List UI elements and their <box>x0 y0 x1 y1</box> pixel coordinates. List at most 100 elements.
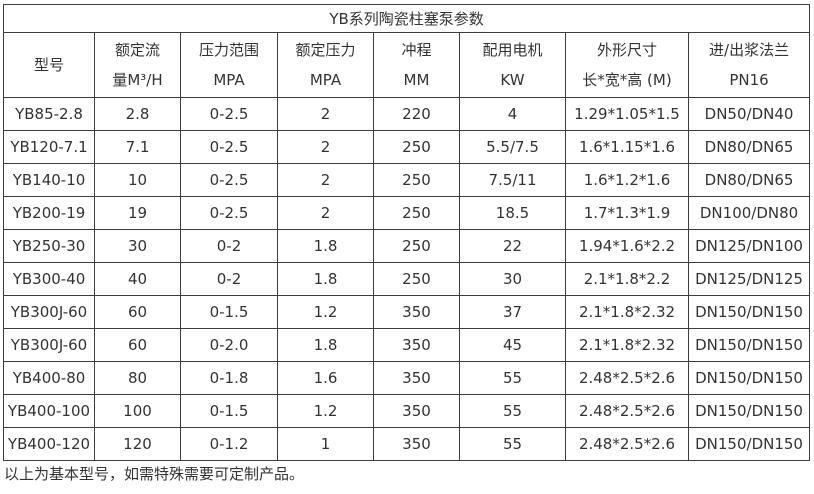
table-cell: DN150/DN150 <box>687 328 811 362</box>
table-cell: DN150/DN150 <box>687 427 811 461</box>
table-cell: 2.1*1.8*2.2 <box>565 262 689 296</box>
table-cell: 0-2 <box>180 262 278 296</box>
table-row: YB200-19 19 0-2.5 2 250 18.5 1.7*1.3*1.9 DN100/… <box>3 196 811 230</box>
column-header-2: 压力范围 MPA <box>180 32 278 98</box>
table-row: YB300J-60 60 0-1.5 1.2 350 37 2.1*1.8*2.32 DN15… <box>3 295 811 329</box>
table-cell: 0-2.5 <box>180 163 278 197</box>
table-cell: 100 <box>94 394 181 428</box>
table-row: YB250-30 30 0-2 1.8 250 22 1.94*1.6*2.2 DN125/D… <box>3 229 811 263</box>
table-cell: 0-1.2 <box>180 427 278 461</box>
table-cell: 1.6*1.15*1.6 <box>565 130 689 164</box>
table-cell: 1.8 <box>277 229 374 263</box>
table-cell: DN150/DN150 <box>687 295 811 329</box>
table-cell: YB140-10 <box>3 163 95 197</box>
table-cell: YB400-120 <box>3 427 95 461</box>
table-cell: 250 <box>373 163 460 197</box>
table-cell: 2 <box>277 196 374 230</box>
table-cell: DN80/DN65 <box>687 130 811 164</box>
table-cell: YB400-80 <box>3 361 95 395</box>
table-cell: 7.5/11 <box>459 163 566 197</box>
column-header-6: 外形尺寸 长*宽*高 (M) <box>565 32 689 98</box>
table-cell: 7.1 <box>94 130 181 164</box>
table-cell: YB200-19 <box>3 196 95 230</box>
table-row: YB140-10 10 0-2.5 2 250 7.5/11 1.6*1.2*1.6 DN80… <box>3 163 811 197</box>
table-cell: 350 <box>373 361 460 395</box>
table-title-row: YB系列陶瓷柱塞泵参数 <box>2 4 811 33</box>
table-cell: DN50/DN40 <box>687 97 811 131</box>
table-cell: 60 <box>94 295 181 329</box>
table-cell: 1.29*1.05*1.5 <box>565 97 689 131</box>
table-cell: 1 <box>277 427 374 461</box>
footer-note: 以上为基本型号，如需特殊需要可定制产品。 <box>4 465 305 483</box>
table-row: YB400-80 80 0-1.8 1.6 350 55 2.48*2.5*2.6 DN150… <box>3 361 811 395</box>
table-cell: 37 <box>459 295 566 329</box>
table-cell: 1.2 <box>277 295 374 329</box>
table-cell: DN150/DN150 <box>687 394 811 428</box>
table-cell: 55 <box>459 361 566 395</box>
table-cell: 1.8 <box>277 262 374 296</box>
table-cell: 1.6*1.2*1.6 <box>565 163 689 197</box>
pump-spec-table: YB系列陶瓷柱塞泵参数 型号 额定流 量M³/H 压力范围 MPA 额定压力 MPA 冲程 MM… <box>2 4 811 461</box>
table-title: YB系列陶瓷柱塞泵参数 <box>2 4 811 33</box>
table-cell: 0-1.5 <box>180 394 278 428</box>
table-cell: DN125/DN125 <box>687 262 811 296</box>
table-cell: YB400-100 <box>3 394 95 428</box>
column-header-3: 额定压力 MPA <box>277 32 374 98</box>
table-cell: YB300J-60 <box>3 328 95 362</box>
table-cell: 80 <box>94 361 181 395</box>
table-cell: 10 <box>94 163 181 197</box>
table-cell: 0-1.5 <box>180 295 278 329</box>
table-cell: 0-2.0 <box>180 328 278 362</box>
table-cell: 4 <box>459 97 566 131</box>
table-cell: 2.1*1.8*2.32 <box>565 328 689 362</box>
table-cell: DN125/DN100 <box>687 229 811 263</box>
table-cell: 2.8 <box>94 97 181 131</box>
column-header-5: 配用电机 KW <box>459 32 566 98</box>
table-cell: 2 <box>277 130 374 164</box>
table-cell: 0-2.5 <box>180 196 278 230</box>
table-row: YB85-2.8 2.8 0-2.5 2 220 4 1.29*1.05*1.5 DN50/D… <box>3 97 811 131</box>
table-cell: 30 <box>459 262 566 296</box>
table-cell: YB300J-60 <box>3 295 95 329</box>
table-cell: 250 <box>373 262 460 296</box>
table-cell: 0-1.8 <box>180 361 278 395</box>
table-cell: DN100/DN80 <box>687 196 811 230</box>
table-cell: 2.48*2.5*2.6 <box>565 394 689 428</box>
table-cell: 1.6 <box>277 361 374 395</box>
table-cell: 2 <box>277 97 374 131</box>
table-cell: 1.2 <box>277 394 374 428</box>
table-row: YB300-40 40 0-2 1.8 250 30 2.1*1.8*2.2 DN125/DN… <box>3 262 811 296</box>
table-cell: 0-2.5 <box>180 97 278 131</box>
table-cell: 45 <box>459 328 566 362</box>
table-cell: 350 <box>373 427 460 461</box>
table-row: YB400-100 100 0-1.5 1.2 350 55 2.48*2.5*2.6 DN1… <box>3 394 811 428</box>
table-cell: 250 <box>373 130 460 164</box>
table-cell: 55 <box>459 427 566 461</box>
table-cell: 1.94*1.6*2.2 <box>565 229 689 263</box>
table-cell: 18.5 <box>459 196 566 230</box>
table-row: YB300J-60 60 0-2.0 1.8 350 45 2.1*1.8*2.32 DN15… <box>3 328 811 362</box>
table-cell: 220 <box>373 97 460 131</box>
table-cell: 350 <box>373 295 460 329</box>
table-cell: 2 <box>277 163 374 197</box>
table-cell: 2.48*2.5*2.6 <box>565 361 689 395</box>
table-row: YB120-7.1 7.1 0-2.5 2 250 5.5/7.5 1.6*1.15*1.6… <box>3 130 811 164</box>
column-header-7: 进/出浆法兰 PN16 <box>687 32 811 98</box>
table-cell: YB250-30 <box>3 229 95 263</box>
table-cell: YB85-2.8 <box>3 97 95 131</box>
table-cell: 250 <box>373 196 460 230</box>
column-header-1: 额定流 量M³/H <box>94 32 181 98</box>
table-cell: 2.1*1.8*2.32 <box>565 295 689 329</box>
table-cell: 350 <box>373 394 460 428</box>
table-cell: 2.48*2.5*2.6 <box>565 427 689 461</box>
table-cell: 350 <box>373 328 460 362</box>
table-cell: 250 <box>373 229 460 263</box>
table-cell: 120 <box>94 427 181 461</box>
table-cell: 1.7*1.3*1.9 <box>565 196 689 230</box>
column-header-0: 型号 <box>3 32 95 98</box>
table-cell: YB300-40 <box>3 262 95 296</box>
table-cell: 60 <box>94 328 181 362</box>
table-cell: 22 <box>459 229 566 263</box>
table-header-row: 型号 额定流 量M³/H 压力范围 MPA 额定压力 MPA 冲程 MM 配用电机 KW 外形尺寸 长*… <box>3 32 811 98</box>
